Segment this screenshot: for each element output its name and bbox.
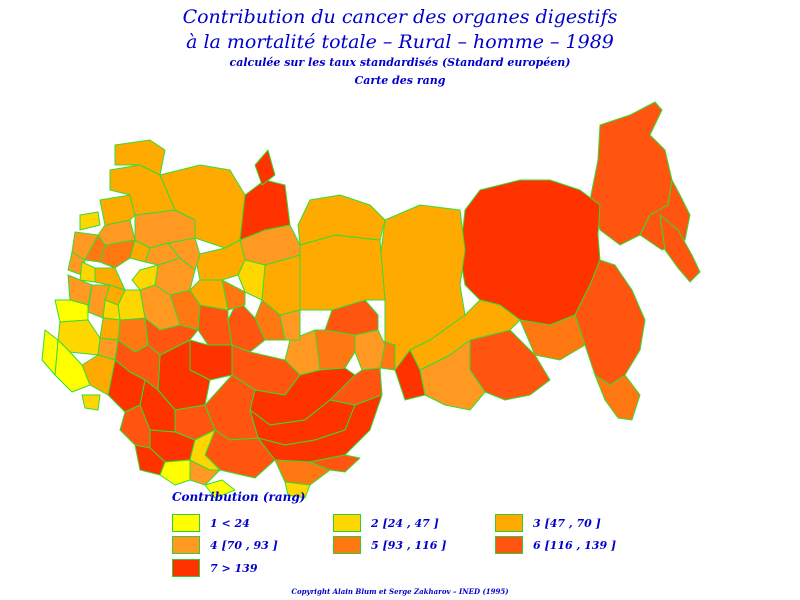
region-uzbek xyxy=(274,459,331,486)
legend-label-3: 3 [47 , 70 ] xyxy=(533,516,601,530)
region-kurgan xyxy=(279,309,301,341)
legend-label-2: 2 [24 , 47 ] xyxy=(371,516,439,530)
region-chelyabinsk xyxy=(254,299,286,341)
legend-item-6: 6 [116 , 139 ] xyxy=(495,535,616,555)
legend-item-4: 4 [70 , 93 ] xyxy=(172,535,278,555)
legend-swatch-4 xyxy=(172,536,200,554)
map-title-line-1: Contribution du cancer des organes diges… xyxy=(182,6,618,28)
region-vladimir xyxy=(131,264,159,291)
legend-swatch-2 xyxy=(333,514,361,532)
region-tyumen xyxy=(299,234,386,311)
region-belarus-s xyxy=(67,274,93,306)
region-novgorod xyxy=(97,219,136,246)
legend-item-7: 7 > 139 xyxy=(172,558,258,578)
legend-label-4: 4 [70 , 93 ] xyxy=(210,538,278,552)
region-azerbaijan xyxy=(189,429,221,471)
legend-swatch-7 xyxy=(172,559,200,577)
region-armenia xyxy=(204,479,236,499)
legend-item-3: 3 [47 , 70 ] xyxy=(495,513,601,533)
legend-item-2: 2 [24 , 47 ] xyxy=(333,513,439,533)
region-leningrad xyxy=(99,194,136,226)
region-stavropol xyxy=(134,444,166,476)
region-tuva xyxy=(394,349,426,401)
region-tajik xyxy=(284,481,311,499)
legend-label-1: 1 < 24 xyxy=(210,516,250,530)
region-kyrgyz xyxy=(309,454,361,473)
region-bryansk xyxy=(87,284,111,319)
region-crimea xyxy=(81,394,101,411)
legend-swatch-6 xyxy=(495,536,523,554)
region-novaya-zemlya xyxy=(254,149,276,186)
legend-swatch-5 xyxy=(333,536,361,554)
legend-item-5: 5 [93 , 116 ] xyxy=(333,535,446,555)
legend-label-6: 6 [116 , 139 ] xyxy=(533,538,617,552)
legend-swatch-3 xyxy=(495,514,523,532)
region-khabarovsk xyxy=(574,259,646,386)
region-tatarstan xyxy=(197,304,233,346)
legend-label-5: 5 [93 , 116 ] xyxy=(371,538,447,552)
region-kemerovo xyxy=(354,329,386,371)
region-belarus-n xyxy=(79,261,96,283)
map-title-line-2: à la mortalité totale – Rural – homme – … xyxy=(186,31,614,53)
legend-label-7: 7 > 139 xyxy=(210,561,258,575)
map-subtitle: calculée sur les taux standardisés (Stan… xyxy=(229,56,571,69)
region-ukraine-nw xyxy=(54,299,89,323)
legend-title: Contribution (rang) xyxy=(172,490,306,504)
copyright-notice: Copyright Alain Blum et Serge Zakharov –… xyxy=(291,587,509,596)
region-moldova xyxy=(41,329,59,376)
region-primorye xyxy=(594,374,641,421)
region-yamal xyxy=(297,194,386,246)
region-murmansk xyxy=(114,139,166,176)
region-kursk xyxy=(99,317,121,341)
legend-item-1: 1 < 24 xyxy=(172,513,250,533)
region-arkhangelsk xyxy=(159,164,246,249)
legend-swatch-1 xyxy=(172,514,200,532)
map-subtitle-2: Carte des rang xyxy=(354,74,446,87)
region-kamchatka xyxy=(659,214,701,283)
region-estonia xyxy=(79,211,101,231)
